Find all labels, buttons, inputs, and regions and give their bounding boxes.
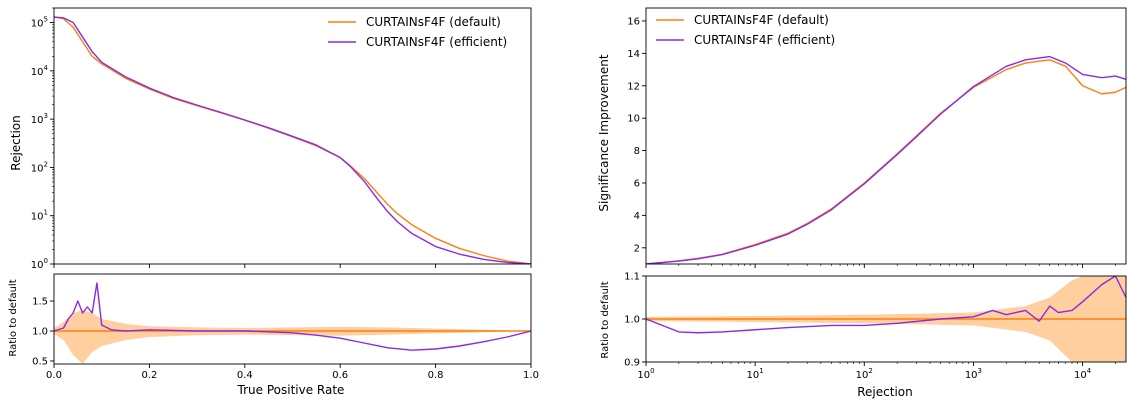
- tick-label: 0.4: [237, 370, 253, 381]
- axes-frame: [53, 273, 532, 365]
- tick-label: 0.6: [332, 370, 348, 381]
- left-ratio-xlabel: True Positive Rate: [237, 383, 345, 397]
- plot-contents: [54, 16, 531, 264]
- right-ratio-xlabel: Rejection: [857, 385, 912, 399]
- tick-label: 1.0: [624, 315, 640, 326]
- tick-label: 105: [31, 16, 48, 30]
- series-line-efficient: [646, 55, 1126, 264]
- tick-label: 2: [634, 243, 640, 254]
- series-line-default: [54, 16, 531, 264]
- tick-label: 14: [627, 49, 640, 60]
- right-main-ylabel: Significance Improvement: [597, 54, 611, 211]
- tick-label: 102: [31, 160, 48, 174]
- tick-label: 1.5: [32, 297, 48, 308]
- tick-label: 103: [31, 112, 48, 126]
- tick-label: 10: [627, 114, 640, 125]
- right-main-legend: CURTAINsF4F (default) CURTAINsF4F (effic…: [656, 13, 835, 47]
- left-main-ylabel: Rejection: [9, 115, 23, 170]
- tick-label: 4: [634, 211, 640, 222]
- tick-label: 1.0: [32, 327, 48, 338]
- right-ratio-panel: 0.9 1.0 1.1 100 101 102 103 104 Ratio to defaul…: [600, 272, 1127, 399]
- plot-contents: [646, 276, 1126, 362]
- tick-label: 16: [627, 16, 640, 27]
- tick-label: 103: [965, 367, 982, 381]
- tick-label: 100: [31, 257, 48, 271]
- tick-label: 12: [627, 81, 640, 92]
- legend-default-label: CURTAINsF4F (default): [694, 13, 829, 27]
- tick-label: 0.9: [624, 358, 640, 369]
- right-ratio-plot-area: 0.9 1.0 1.1 100 101 102 103 104: [624, 272, 1127, 381]
- series-line-efficient: [54, 282, 531, 351]
- legend-efficient-label: CURTAINsF4F (efficient): [694, 33, 835, 47]
- series-line-efficient: [646, 276, 1126, 334]
- axes-frame: [53, 7, 532, 265]
- series-line-default: [646, 59, 1126, 264]
- right-ratio-ylabel: Ratio to default: [600, 281, 611, 358]
- uncertainty-band-default: [54, 310, 531, 364]
- left-ratio-panel: 0.5 1.0 1.5 0.0 0.2 0.4 0.6 0.8 1.0 Ratio to def…: [8, 273, 539, 397]
- tick-label: 100: [637, 367, 654, 381]
- left-ratio-ylabel: Ratio to default: [8, 279, 19, 356]
- left-main-legend: CURTAINsF4F (default) CURTAINsF4F (effic…: [328, 15, 507, 49]
- tick-label: 104: [1074, 367, 1092, 381]
- legend-default-label: CURTAINsF4F (default): [366, 15, 501, 29]
- tick-label: 104: [31, 64, 49, 78]
- tick-label: 0.0: [46, 370, 62, 381]
- tick-label: 8: [634, 146, 640, 157]
- plot-contents: [646, 55, 1126, 264]
- tick-label: 1.1: [624, 272, 640, 283]
- right-main-plot-area: 2 4 6 8 10 12 14 16: [627, 7, 1127, 268]
- tick-label: 101: [31, 209, 48, 223]
- left-ratio-plot-area: 0.5 1.0 1.5 0.0 0.2 0.4 0.6 0.8 1.0: [32, 273, 539, 381]
- tick-label: 6: [634, 178, 640, 189]
- legend-efficient-label: CURTAINsF4F (efficient): [366, 35, 507, 49]
- tick-label: 101: [747, 367, 764, 381]
- left-main-panel: 100 101 102 103 104 105 Rejection CURTAINsF4F…: [9, 7, 532, 271]
- series-line-efficient: [54, 16, 531, 264]
- axes-frame: [645, 7, 1127, 265]
- right-main-panel: 2 4 6 8 10 12 14 16 Significance Improvement CU…: [597, 7, 1127, 268]
- tick-label: 102: [856, 367, 873, 381]
- tick-label: 0.8: [428, 370, 444, 381]
- tick-label: 0.2: [141, 370, 157, 381]
- tick-label: 0.5: [32, 357, 48, 368]
- tick-label: 1.0: [523, 370, 539, 381]
- plot-contents: [54, 282, 531, 364]
